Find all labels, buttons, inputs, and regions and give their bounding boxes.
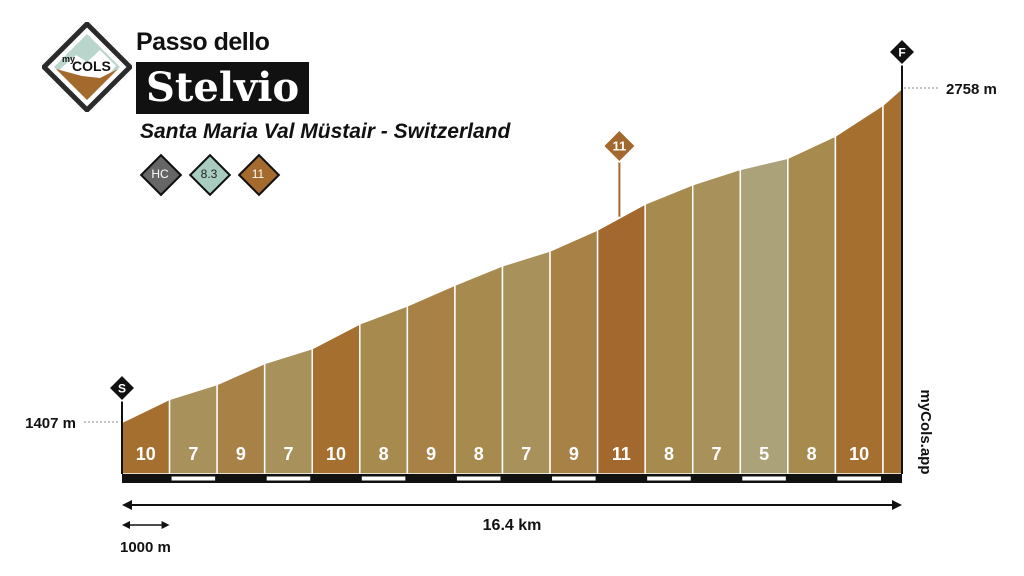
segment-gradient-label: 8 bbox=[807, 444, 817, 464]
scale-bar-block bbox=[742, 476, 786, 481]
category-badge-label: HC bbox=[151, 167, 169, 181]
profile-segment bbox=[454, 264, 504, 475]
scale-bar-block bbox=[552, 476, 596, 481]
segment-gradient-label: 8 bbox=[474, 444, 484, 464]
distance-arrow-left-head bbox=[122, 500, 132, 510]
segment-gradient-label: 10 bbox=[849, 444, 869, 464]
finish-marker-label: F bbox=[898, 45, 905, 59]
profile-segment bbox=[787, 134, 837, 475]
max-gradient-badge-label: 11 bbox=[251, 167, 265, 181]
scale-bar-block bbox=[456, 476, 501, 481]
finish-marker-shape bbox=[887, 37, 917, 67]
category-badge: HC bbox=[139, 153, 183, 197]
start-marker-label: S bbox=[118, 381, 126, 395]
watermark: myCols.app bbox=[917, 389, 934, 474]
max-gradient-badge: 11 bbox=[237, 153, 281, 197]
profile-segment bbox=[644, 183, 694, 475]
start-elevation-label: 1407 m bbox=[25, 415, 76, 432]
segment-gradient-label: 7 bbox=[521, 444, 531, 464]
scale-arrow-left-head bbox=[122, 521, 130, 529]
segment-gradient-label: 11 bbox=[612, 444, 631, 464]
end-elevation-label: 2758 m bbox=[946, 81, 997, 98]
segment-gradient-label: 7 bbox=[712, 444, 722, 464]
avg-gradient-badge-label: 8.3 bbox=[200, 167, 218, 181]
start-marker-shape bbox=[107, 373, 137, 403]
mycols-logo: my COLS bbox=[42, 22, 132, 112]
profile-segment bbox=[739, 157, 789, 475]
start-marker: S bbox=[107, 373, 137, 403]
segment-gradient-label: 7 bbox=[283, 444, 293, 464]
scale-length-label: 1000 m bbox=[120, 539, 171, 556]
segment-gradient-label: 9 bbox=[236, 444, 246, 464]
segment-gradient-label: 10 bbox=[136, 444, 156, 464]
profile-segment bbox=[882, 86, 903, 475]
profile-outline bbox=[121, 87, 903, 423]
max-gradient-marker-label: 11 bbox=[613, 139, 627, 154]
profile-segment bbox=[501, 249, 551, 475]
scale-bar-block bbox=[266, 476, 311, 481]
climb-title: Stelvio bbox=[136, 62, 310, 114]
segment-gradient-label: 7 bbox=[188, 444, 198, 464]
segment-gradient-label: 9 bbox=[569, 444, 579, 464]
scale-bar-block bbox=[647, 476, 691, 481]
profile-segment bbox=[549, 228, 599, 475]
profile-segment bbox=[596, 202, 646, 475]
segment-gradient-label: 10 bbox=[326, 444, 346, 464]
profile-segment bbox=[691, 168, 742, 475]
scale-bar-block bbox=[171, 476, 216, 481]
avg-gradient-badge: 8.3 bbox=[188, 153, 232, 197]
finish-marker: F bbox=[887, 37, 917, 67]
max-gradient-marker-shape bbox=[602, 128, 637, 164]
scale-arrow-right-head bbox=[161, 521, 170, 529]
profile-segment bbox=[834, 103, 884, 475]
total-distance-label: 16.4 km bbox=[483, 517, 542, 534]
scale-bar-block bbox=[361, 476, 406, 481]
climb-location: Santa Maria Val Müstair - Switzerland bbox=[140, 120, 511, 143]
scale-bar-block bbox=[837, 476, 881, 481]
title-prefix: Passo dello bbox=[136, 28, 270, 56]
distance-scale-bar bbox=[122, 474, 902, 483]
segment-gradient-label: 8 bbox=[379, 444, 389, 464]
segment-gradient-label: 8 bbox=[664, 444, 674, 464]
logo-text-my: my bbox=[62, 54, 75, 64]
segment-gradient-label: 5 bbox=[759, 444, 769, 464]
max-gradient-marker: 11 bbox=[602, 128, 637, 164]
distance-arrow-right-head bbox=[892, 500, 902, 510]
logo-text-cols: COLS bbox=[72, 58, 111, 74]
segment-gradient-label: 9 bbox=[426, 444, 436, 464]
